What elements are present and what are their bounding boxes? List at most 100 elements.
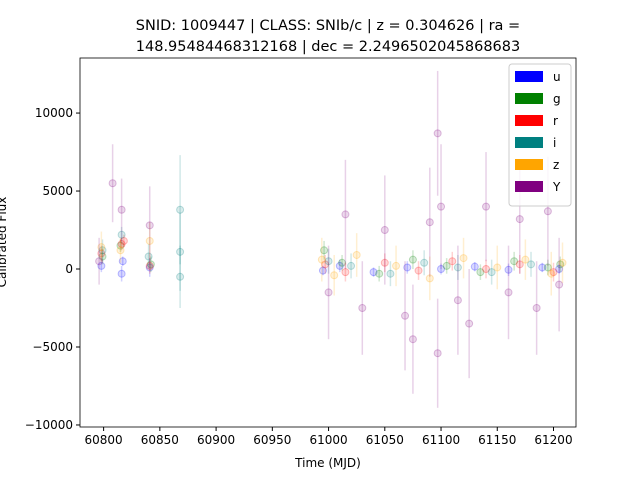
point [408, 255, 417, 264]
point [555, 265, 564, 274]
point [97, 249, 106, 258]
point [145, 263, 154, 272]
legend-label: r [553, 114, 558, 128]
legend-swatch [515, 71, 543, 82]
point [465, 319, 474, 328]
point [341, 210, 350, 219]
point [558, 258, 567, 267]
x-tick-label: 61050 [366, 433, 404, 447]
point [433, 349, 442, 358]
point [532, 304, 541, 313]
point [330, 271, 339, 280]
point [347, 261, 356, 270]
point [425, 274, 434, 283]
x-tick-label: 60950 [253, 433, 291, 447]
y-tick-label: 10000 [35, 106, 73, 120]
point [318, 266, 327, 275]
point [482, 202, 491, 211]
point [119, 236, 128, 245]
point [547, 269, 556, 278]
point [420, 258, 429, 267]
point [320, 246, 329, 255]
y-tick-label: −5000 [32, 340, 73, 354]
point [117, 230, 126, 239]
x-tick-label: 60800 [85, 433, 123, 447]
point [487, 268, 496, 277]
point [556, 260, 565, 269]
point [118, 257, 127, 266]
point [95, 257, 104, 266]
point [437, 202, 446, 211]
point [538, 263, 547, 272]
point [476, 268, 485, 277]
x-axis-label: Time (MJD) [294, 456, 361, 470]
point [98, 252, 107, 261]
point [97, 261, 106, 270]
x-tick-label: 61150 [478, 433, 516, 447]
legend-label: i [553, 136, 556, 150]
point [176, 205, 185, 214]
y-axis-label: Calibrated Flux [0, 197, 9, 288]
point [98, 246, 107, 255]
legend-label: Y [552, 180, 561, 194]
point [515, 260, 524, 269]
point [145, 261, 154, 270]
point [408, 335, 417, 344]
point [352, 250, 361, 259]
x-tick-label: 60900 [197, 433, 235, 447]
point [117, 269, 126, 278]
legend-label: u [553, 70, 561, 84]
x-tick-label: 60850 [141, 433, 179, 447]
point [108, 179, 117, 188]
point [453, 296, 462, 305]
point [543, 207, 552, 216]
point [317, 255, 326, 264]
point [549, 268, 558, 277]
point [470, 262, 479, 271]
point [146, 260, 155, 269]
point [117, 240, 126, 249]
point [341, 268, 350, 277]
point [116, 246, 125, 255]
point [144, 252, 153, 261]
chart-title-line: 148.95484468312168 | dec = 2.24965020458… [136, 39, 520, 55]
point [117, 205, 126, 214]
point [459, 254, 468, 263]
point [403, 263, 412, 272]
point [386, 269, 395, 278]
legend-swatch [515, 115, 543, 126]
point [527, 260, 536, 269]
point [401, 311, 410, 320]
point [338, 258, 347, 267]
point [521, 255, 530, 264]
point [437, 265, 446, 274]
point [380, 258, 389, 267]
x-tick-label: 61100 [422, 433, 460, 447]
chart-title-line: SNID: 1009447 | CLASS: SNIb/c | z = 0.30… [136, 18, 520, 34]
legend-swatch [515, 137, 543, 148]
point [176, 247, 185, 256]
axes-frame [79, 57, 577, 428]
point [482, 265, 491, 274]
point [335, 261, 344, 270]
point [453, 263, 462, 272]
point [504, 265, 513, 274]
y-tick-label: 5000 [42, 184, 73, 198]
point [493, 263, 502, 272]
point [392, 261, 401, 270]
point [375, 269, 384, 278]
point [433, 129, 442, 138]
y-tick-label: −10000 [25, 418, 73, 432]
point [176, 272, 185, 281]
point [380, 226, 389, 235]
point [145, 221, 154, 230]
legend-swatch [515, 181, 543, 192]
point [425, 218, 434, 227]
point [369, 268, 378, 277]
legend-swatch [515, 93, 543, 104]
y-tick-label: 0 [65, 262, 73, 276]
legend-label: z [553, 158, 559, 172]
point [116, 241, 125, 250]
point [145, 236, 154, 245]
